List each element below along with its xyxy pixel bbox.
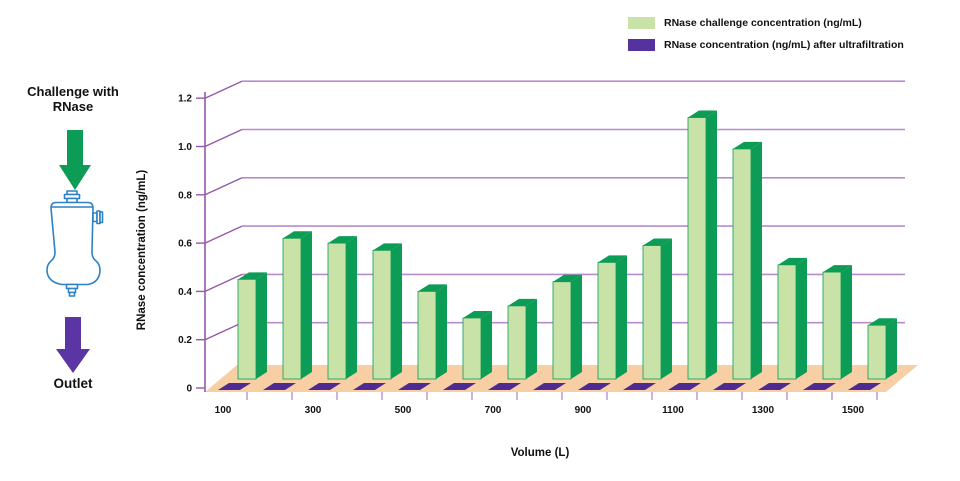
legend-swatch-purple: [628, 38, 655, 51]
bar-side-face: [571, 274, 582, 379]
x-tick-label: 1100: [662, 405, 684, 416]
y-tick-label: 0.8: [178, 190, 192, 201]
x-tick-label: 100: [215, 405, 232, 416]
bar-after-ultrafiltration: [263, 383, 296, 390]
bar-top-face: [553, 274, 582, 282]
y-tick-label: 0: [186, 384, 192, 395]
bar-challenge: [237, 278, 257, 380]
x-tick-label: 900: [575, 405, 592, 416]
bar-side-face: [346, 236, 357, 379]
gridline-slant: [204, 80, 243, 99]
bar-top-face: [463, 310, 492, 318]
bar-challenge: [687, 117, 707, 380]
challenge-label: Challenge with RNase: [27, 84, 119, 114]
y-tick-label: 0.2: [178, 335, 192, 346]
bar-side-face: [661, 238, 672, 379]
bar-top-face: [778, 257, 807, 265]
bar-challenge: [462, 317, 482, 380]
bar-side-face: [751, 141, 762, 379]
gridline-slant: [204, 322, 243, 341]
bar-side-face: [796, 257, 807, 379]
legend-label: RNase challenge concentration (ng/mL): [664, 16, 862, 29]
bar-challenge: [597, 262, 617, 380]
bar-top-face: [868, 318, 897, 326]
x-tick-label: 700: [485, 405, 502, 416]
down-arrow-green-icon: [59, 130, 91, 190]
bar-challenge: [552, 281, 572, 380]
bar-challenge: [732, 148, 752, 380]
bar-challenge: [327, 242, 347, 380]
bar-after-ultrafiltration: [713, 383, 746, 390]
y-tick-label: 1.0: [178, 142, 192, 153]
bar-top-face: [643, 238, 672, 246]
legend: RNase challenge concentration (ng/mL) RN…: [628, 16, 904, 60]
bar-challenge: [867, 324, 887, 380]
gridline-slant: [204, 225, 243, 244]
bar-side-face: [841, 265, 852, 379]
bar-top-face: [238, 272, 267, 280]
bar-side-face: [526, 298, 537, 379]
legend-swatch-green: [628, 16, 655, 29]
legend-item-challenge: RNase challenge concentration (ng/mL): [628, 16, 904, 29]
bar-side-face: [436, 284, 447, 379]
bar-challenge: [282, 237, 302, 380]
bar-top-face: [508, 298, 537, 306]
bar-side-face: [616, 255, 627, 379]
bar-side-face: [886, 318, 897, 379]
bar-challenge: [777, 264, 797, 380]
bar-after-ultrafiltration: [758, 383, 791, 390]
down-arrow-purple-icon: [56, 317, 90, 373]
bar-after-ultrafiltration: [668, 383, 701, 390]
bar-top-face: [418, 284, 447, 292]
bar-top-face: [283, 231, 312, 239]
capsule-outline: [46, 190, 104, 297]
bar-after-ultrafiltration: [308, 383, 341, 390]
bar-after-ultrafiltration: [218, 383, 251, 390]
bar-after-ultrafiltration: [848, 383, 881, 390]
bar-side-face: [481, 310, 492, 379]
gridline-slant: [204, 177, 243, 196]
bar-side-face: [706, 110, 717, 380]
bar-side-face: [301, 231, 312, 379]
bar-challenge: [372, 249, 392, 380]
filter-capsule-icon: [46, 190, 104, 297]
bar-top-face: [823, 265, 852, 273]
bar-after-ultrafiltration: [623, 383, 656, 390]
bar-challenge: [417, 290, 437, 380]
bar-challenge: [822, 271, 842, 380]
x-axis-title: Volume (L): [510, 447, 570, 459]
y-tick-label: 1.2: [178, 94, 192, 105]
x-tick-label: 1500: [842, 405, 865, 416]
x-tick-label: 300: [305, 405, 322, 416]
bar-top-face: [733, 141, 762, 149]
legend-item-ultrafiltration: RNase concentration (ng/mL) after ultraf…: [628, 38, 904, 51]
gridline-slant: [204, 128, 243, 148]
y-tick-label: 0.4: [178, 287, 192, 298]
outlet-label: Outlet: [53, 376, 93, 391]
bar-after-ultrafiltration: [803, 383, 836, 390]
arrow-shape: [56, 317, 90, 373]
legend-label: RNase concentration (ng/mL) after ultraf…: [664, 38, 904, 51]
bar-after-ultrafiltration: [398, 383, 431, 390]
bar-after-ultrafiltration: [533, 383, 566, 390]
bar-top-face: [598, 255, 627, 263]
x-tick-label: 1300: [752, 405, 775, 416]
bar-after-ultrafiltration: [353, 383, 386, 390]
bar-after-ultrafiltration: [443, 383, 476, 390]
y-tick-label: 0.6: [178, 239, 192, 250]
gridline-slant: [204, 273, 243, 293]
bar-top-face: [373, 243, 402, 251]
bar-top-face: [688, 110, 717, 118]
bar-challenge: [642, 245, 662, 380]
bar-side-face: [391, 243, 402, 379]
bar-after-ultrafiltration: [578, 383, 611, 390]
arrow-shape: [59, 130, 91, 190]
bar-after-ultrafiltration: [488, 383, 521, 390]
bar-top-face: [328, 236, 357, 244]
bar-challenge: [507, 305, 527, 380]
x-tick-label: 500: [395, 405, 412, 416]
bar-side-face: [256, 272, 267, 379]
